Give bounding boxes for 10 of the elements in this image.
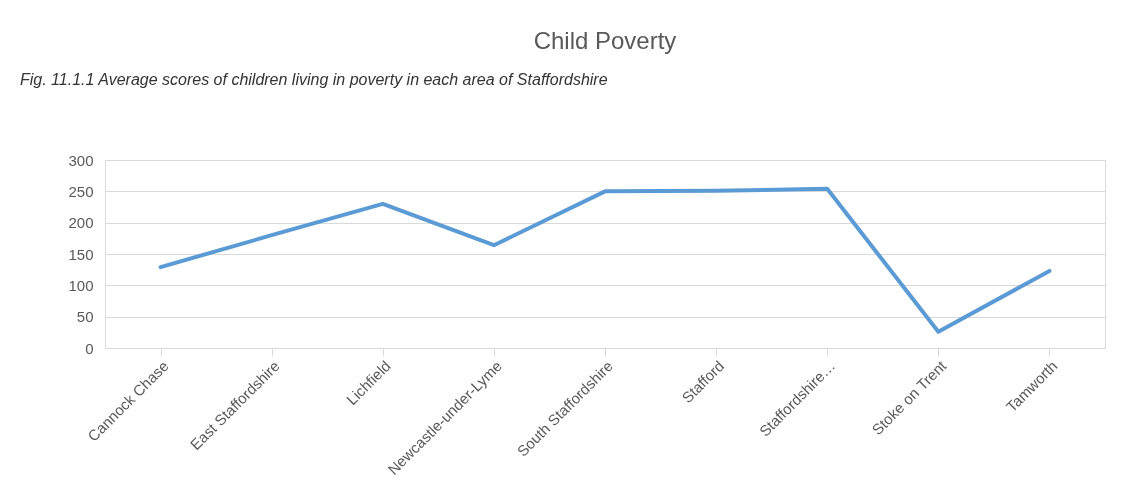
caption: Fig. 11.1.1 Average scores of children living in poverty in each area of Staffordshire — [20, 71, 608, 88]
y-tick-label: 300 — [68, 151, 94, 169]
y-tick-label: 200 — [68, 214, 94, 232]
chart-title: Child Poverty — [533, 27, 677, 54]
y-tick-label: 100 — [68, 276, 94, 294]
y-tick-label: 0 — [85, 339, 94, 357]
y-tick-label: 50 — [76, 308, 94, 326]
y-tick-label: 250 — [68, 182, 94, 200]
line-series — [158, 186, 1052, 334]
y-tick-label: 150 — [68, 245, 94, 263]
